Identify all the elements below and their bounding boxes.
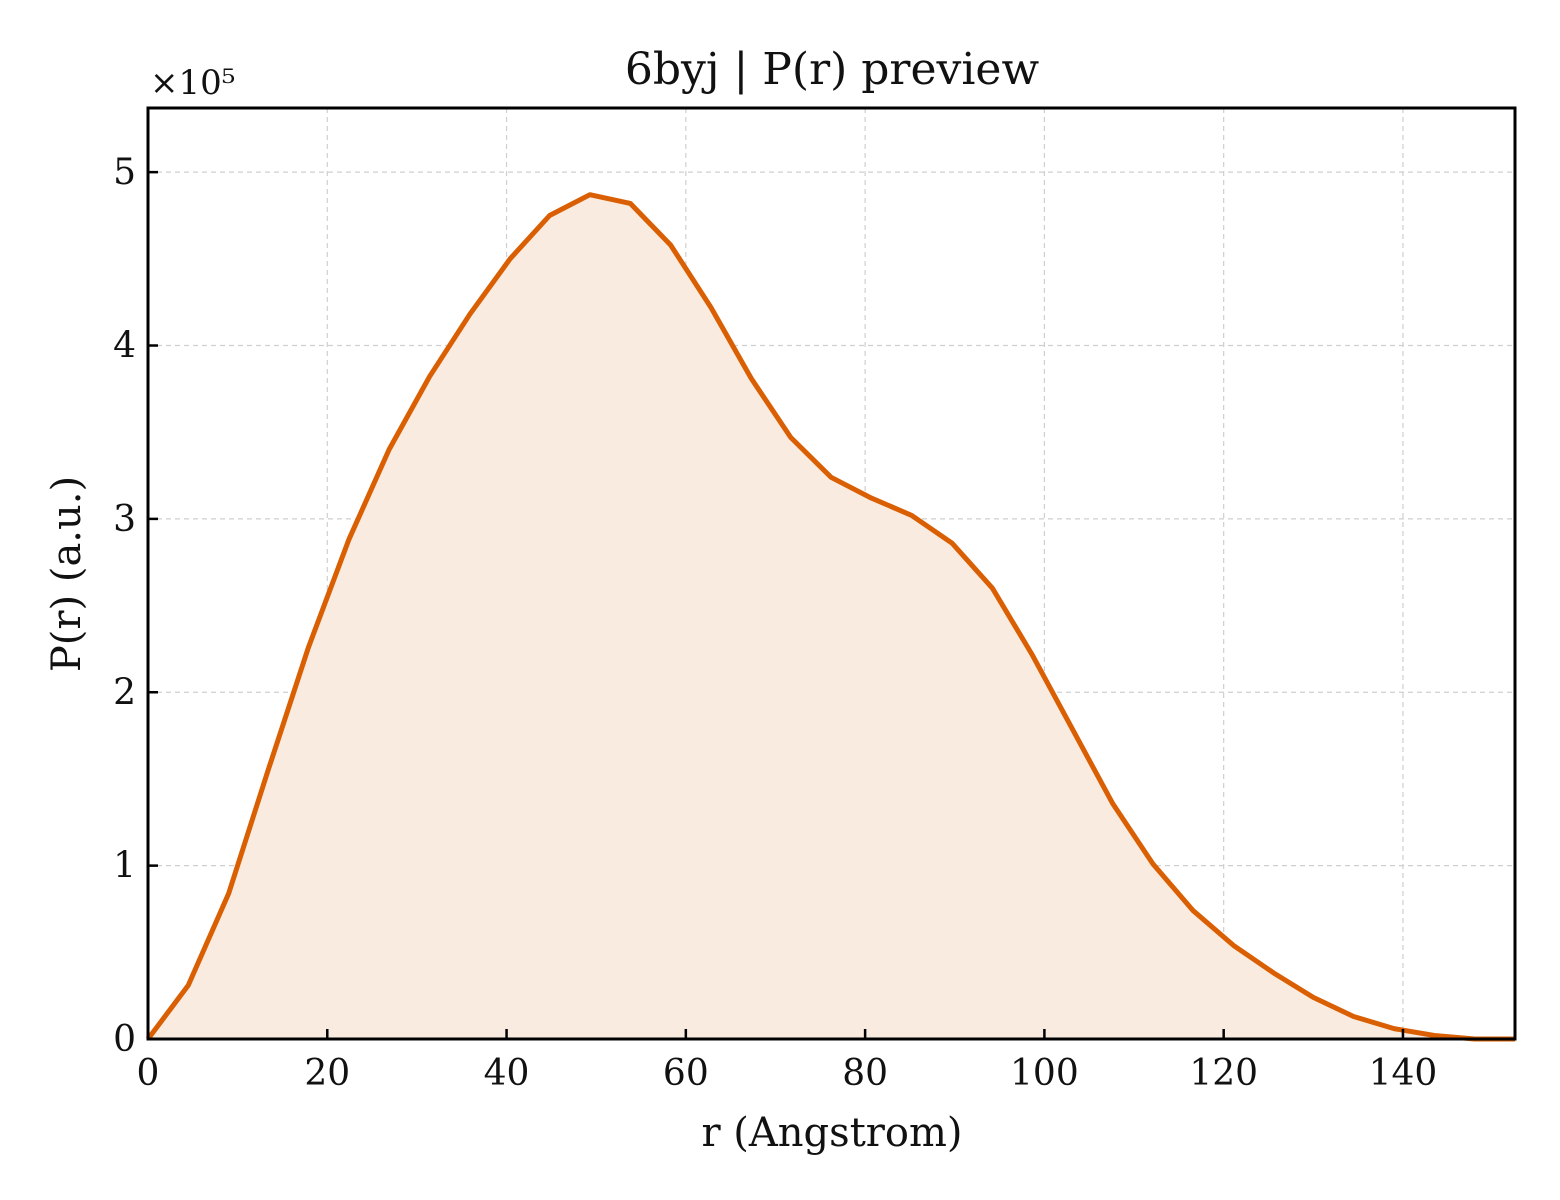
area-fill-path [148, 194, 1515, 1039]
x-tick-label: 20 [304, 1053, 350, 1094]
x-tick-label: 80 [842, 1053, 888, 1094]
x-tick-label: 60 [663, 1053, 709, 1094]
y-tick-label: 1 [113, 846, 136, 887]
ticks: 0 20 40 60 80 100 120 140 0 1 2 3 4 5 [113, 152, 1437, 1094]
y-tick-label: 0 [113, 1019, 136, 1060]
pr-curve [146, 192, 1515, 1042]
plot-frame [146, 106, 1517, 1041]
x-tick-label: 0 [137, 1053, 160, 1094]
x-tick-label: 100 [1010, 1053, 1079, 1094]
x-axis-label: r (Angstrom) [701, 1110, 962, 1156]
y-tick-label: 5 [113, 152, 136, 193]
x-tick-label: 120 [1189, 1053, 1258, 1094]
x-tick-label: 140 [1369, 1053, 1438, 1094]
y-multiplier-label: ×10⁵ [150, 63, 235, 103]
x-tick-label: 40 [484, 1053, 530, 1094]
chart-title: 6byj | P(r) preview [625, 44, 1040, 95]
y-tick-label: 4 [113, 326, 136, 367]
series-line [146, 192, 1515, 1042]
area-fill [148, 194, 1515, 1039]
y-tick-label: 3 [113, 499, 136, 540]
y-tick-label: 2 [113, 672, 136, 713]
y-axis-label: P(r) (a.u.) [44, 476, 90, 672]
